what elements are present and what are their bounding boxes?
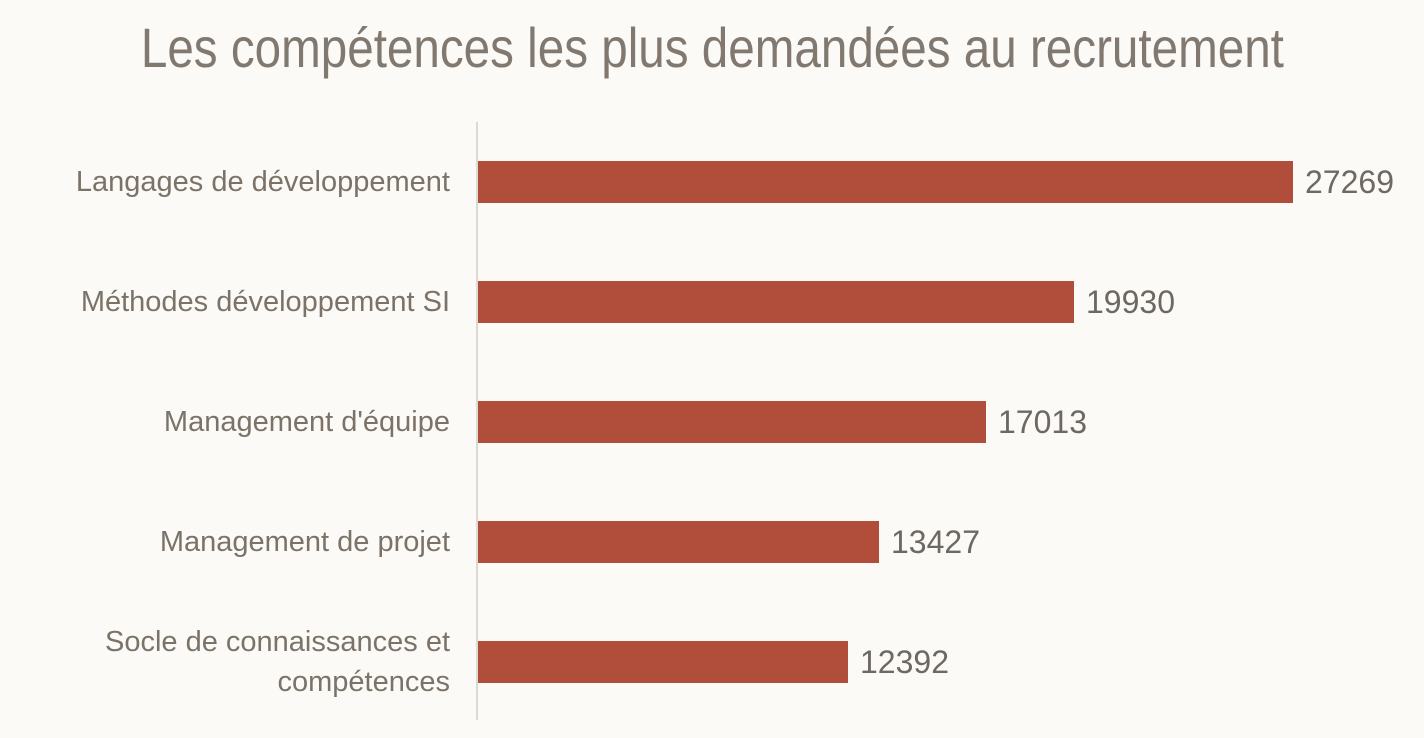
bar-track: 17013 [476, 401, 1424, 443]
category-label: Langages de développement [75, 165, 450, 198]
bar [478, 641, 848, 683]
value-label: 27269 [1305, 163, 1394, 200]
value-label: 17013 [998, 403, 1087, 440]
chart-title: Les compétences les plus demandées au re… [140, 16, 1284, 79]
value-label: 19930 [1086, 283, 1175, 320]
value-label: 12392 [860, 643, 949, 680]
bar [478, 161, 1293, 203]
bar-track: 27269 [476, 161, 1424, 203]
bar [478, 521, 879, 563]
bar-chart: Langages de développement 27269 Méthodes… [0, 122, 1424, 722]
bar-row: Management d'équipe 17013 [0, 362, 1424, 482]
bar-row: Management de projet 13427 [0, 482, 1424, 602]
category-label: Management de projet [159, 525, 450, 558]
bar-track: 12392 [476, 641, 1424, 683]
value-label: 13427 [891, 523, 980, 560]
bar [478, 281, 1074, 323]
category-label: Socle de connaissances et compétences [105, 625, 450, 698]
y-axis-line [476, 122, 478, 720]
category-label: Méthodes développement SI [80, 285, 450, 318]
bar-row: Méthodes développement SI 19930 [0, 242, 1424, 362]
bar [478, 401, 986, 443]
bar-row: Langages de développement 27269 [0, 122, 1424, 242]
bar-row: Socle de connaissances et compétences 12… [0, 602, 1424, 722]
bar-track: 19930 [476, 281, 1424, 323]
category-label: Management d'équipe [163, 405, 450, 438]
chart-header: Les compétences les plus demandées au re… [0, 14, 1424, 82]
bar-track: 13427 [476, 521, 1424, 563]
